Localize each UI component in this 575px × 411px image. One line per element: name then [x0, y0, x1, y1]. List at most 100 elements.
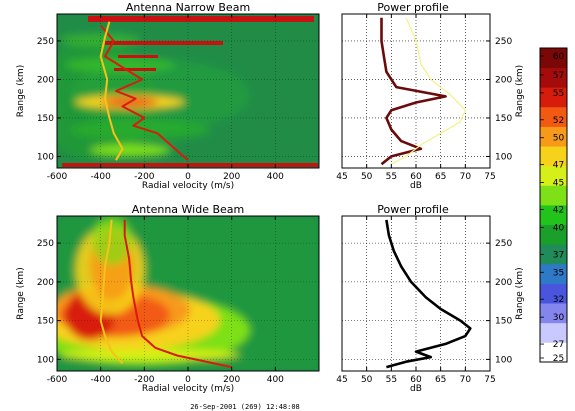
narrow-beam-x-tick-label: 200	[223, 172, 240, 182]
wide-power-title: Power profile	[377, 203, 449, 216]
colorbar-tick-label: 40	[553, 223, 565, 233]
colorbar-tick-label: 25	[553, 354, 564, 364]
narrow-beam-y-label: Range (km)	[16, 65, 26, 117]
wide-power-x-tick-label: 55	[386, 375, 397, 385]
wide-power-x-tick-label: 60	[410, 375, 422, 385]
wide-power-y-tick-label: 250	[495, 239, 512, 249]
colorbar-segment	[540, 48, 567, 69]
narrow-beam-x-tick-label: -200	[134, 172, 155, 182]
colorbar-segment	[540, 322, 567, 343]
wide-beam-series-line	[99, 219, 124, 364]
wide-power-x-tick-label: 70	[460, 375, 472, 385]
narrow-power-x-tick-label: 50	[361, 172, 373, 182]
wide-power-series-line	[385, 219, 472, 369]
colorbar-segment	[540, 303, 567, 324]
colorbar-segment	[540, 126, 567, 147]
narrow-beam-x-tick-label: 400	[267, 172, 284, 182]
colorbar-tick-label: 55	[553, 89, 564, 99]
wide-beam-y-tick-label: 200	[37, 278, 54, 288]
colorbar-segment	[540, 205, 567, 226]
colorbar-segment	[540, 224, 567, 245]
wide-beam-x-tick-label: -200	[134, 375, 155, 385]
wide-beam-series-line	[123, 219, 232, 369]
narrow-beam-heatmap	[57, 14, 319, 168]
wide-beam-y-tick-label: 150	[37, 317, 54, 327]
wide-power-x-tick-label: 75	[484, 375, 495, 385]
colorbar-tick-label: 30	[553, 313, 565, 323]
wide-beam-x-label: Radial velocity (m/s)	[142, 384, 234, 394]
colorbar-tick-label: 57	[553, 71, 564, 81]
colorbar-tick-label: 60	[553, 52, 565, 62]
colorbar-segment	[540, 342, 567, 363]
narrow-beam-panel: Antenna Narrow Beam	[57, 1, 319, 168]
wide-power-y-tick-label: 100	[495, 355, 512, 365]
colorbar-tick-label: 32	[553, 295, 564, 305]
colorbar-segment	[540, 283, 567, 304]
wide-power-y-label: Range (km)	[515, 267, 525, 319]
colorbar-tick-label: 52	[553, 116, 564, 126]
colorbar-tick-label: 35	[553, 268, 564, 278]
narrow-beam-y-tick-label: 150	[37, 114, 54, 124]
chart-marks: -600 -400 -200 0 200 400 100 150 200 250 Radial ve…	[16, 13, 525, 394]
narrow-power-x-tick-label: 55	[386, 172, 397, 182]
colorbar-segment	[540, 87, 567, 108]
narrow-beam-x-tick-label: -600	[47, 172, 68, 182]
colorbar-tick-label: 37	[553, 250, 564, 260]
narrow-beam-x-label: Radial velocity (m/s)	[142, 181, 234, 191]
wide-beam-panel: Antenna Wide Beam	[57, 203, 319, 371]
timestamp-footer: 26-Sep-2001 (269) 12:48:08	[190, 403, 300, 411]
wide-power-x-tick-label: 50	[361, 375, 373, 385]
narrow-power-y-tick-label: 150	[495, 114, 512, 124]
narrow-power-series-line	[391, 17, 466, 165]
wide-beam-x-tick-label: -600	[47, 375, 68, 385]
narrow-power-x-tick-label: 75	[484, 172, 495, 182]
wide-power-x-label: dB	[410, 384, 422, 394]
narrow-beam-y-tick-label: 100	[37, 152, 54, 162]
narrow-beam-series-line	[99, 24, 189, 162]
wide-beam-x-tick-label: 200	[223, 375, 240, 385]
narrow-beam-title: Antenna Narrow Beam	[126, 1, 250, 14]
colorbar-tick-label: 42	[553, 205, 564, 215]
wide-power-x-tick-label: 45	[336, 375, 347, 385]
narrow-power-title: Power profile	[377, 1, 449, 14]
narrow-beam-x-tick-label: -400	[90, 172, 111, 182]
colorbar-segment	[540, 263, 567, 284]
wide-beam-title: Antenna Wide Beam	[132, 203, 244, 216]
narrow-beam-y-tick-label: 200	[37, 75, 54, 85]
narrow-power-x-tick-label: 65	[435, 172, 446, 182]
wide-beam-y-tick-label: 250	[37, 239, 54, 249]
wide-power-y-tick-label: 200	[495, 278, 512, 288]
narrow-beam-x-tick-label: 0	[185, 172, 191, 182]
narrow-power-y-tick-label: 250	[495, 37, 512, 47]
narrow-power-y-tick-label: 200	[495, 75, 512, 85]
wide-beam-heatmap	[57, 216, 319, 371]
wide-beam-y-label: Range (km)	[16, 267, 26, 319]
colorbar-tick-label: 45	[553, 179, 564, 189]
narrow-power-y-tick-label: 100	[495, 152, 512, 162]
narrow-power-y-label: Range (km)	[515, 65, 525, 117]
wide-beam-x-tick-label: 0	[185, 375, 191, 385]
colorbar-tick-label: 50	[553, 134, 565, 144]
colorbar-frame	[539, 47, 568, 363]
narrow-power-x-label: dB	[410, 181, 422, 191]
wide-beam-y-tick-label: 100	[37, 355, 54, 365]
colorbar-segment	[540, 165, 567, 186]
colorbar: 60 57 55 52 50 47 45 42 40 37 35 32 30 27 25	[539, 47, 568, 364]
narrow-power-x-tick-label: 70	[460, 172, 472, 182]
wide-beam-x-tick-label: 400	[267, 375, 284, 385]
colorbar-segment	[540, 146, 567, 167]
wide-beam-x-tick-label: -400	[90, 375, 111, 385]
colorbar-tick-label: 47	[553, 161, 564, 171]
colorbar-segment	[540, 244, 567, 265]
narrow-power-x-tick-label: 60	[410, 172, 422, 182]
narrow-beam-series-line	[99, 21, 124, 161]
colorbar-segment	[540, 185, 567, 206]
wide-power-x-tick-label: 65	[435, 375, 446, 385]
narrow-beam-y-tick-label: 250	[37, 37, 54, 47]
narrow-power-x-tick-label: 45	[336, 172, 347, 182]
wide-power-y-tick-label: 150	[495, 317, 512, 327]
colorbar-segment	[540, 106, 567, 127]
colorbar-tick-label: 27	[553, 340, 564, 350]
colorbar-segment	[540, 67, 567, 88]
